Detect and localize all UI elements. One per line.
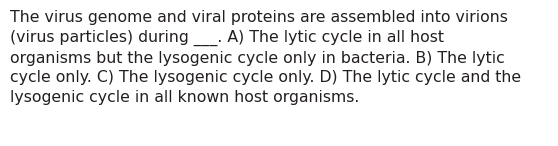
Text: The virus genome and viral proteins are assembled into virions
(virus particles): The virus genome and viral proteins are … <box>10 10 521 105</box>
